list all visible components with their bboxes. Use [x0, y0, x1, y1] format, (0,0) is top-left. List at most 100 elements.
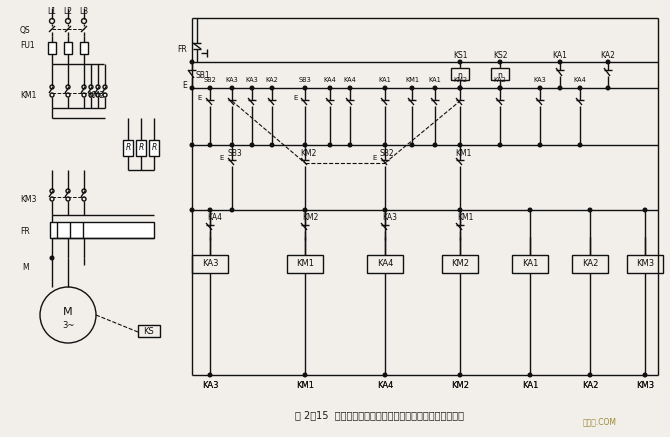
- Text: KA3: KA3: [246, 77, 259, 83]
- Text: KA3: KA3: [533, 77, 546, 83]
- Circle shape: [328, 143, 332, 147]
- Text: KA2: KA2: [494, 77, 507, 83]
- Bar: [451, 68, 469, 80]
- Circle shape: [410, 86, 414, 90]
- Text: KM1: KM1: [455, 149, 472, 157]
- Text: FR: FR: [20, 228, 29, 236]
- Text: KA4: KA4: [377, 381, 393, 389]
- Circle shape: [498, 60, 502, 64]
- Circle shape: [458, 208, 462, 212]
- Text: 图 2－15  具有反接制动电阻的可逆运行反接制动的控制线路: 图 2－15 具有反接制动电阻的可逆运行反接制动的控制线路: [295, 410, 464, 420]
- Text: KA3: KA3: [382, 214, 397, 222]
- Text: KA1: KA1: [522, 381, 538, 389]
- Text: KA4: KA4: [377, 381, 393, 389]
- Circle shape: [528, 373, 532, 377]
- Circle shape: [40, 287, 96, 343]
- Circle shape: [190, 60, 194, 64]
- Bar: [80, 42, 88, 54]
- Text: KM3: KM3: [20, 195, 36, 205]
- Circle shape: [304, 373, 307, 377]
- Text: R: R: [139, 143, 143, 153]
- Text: SB3: SB3: [299, 77, 312, 83]
- Circle shape: [458, 86, 462, 90]
- Circle shape: [270, 86, 274, 90]
- Text: KA1: KA1: [429, 77, 442, 83]
- Text: E: E: [183, 80, 188, 90]
- Text: FR: FR: [177, 45, 187, 55]
- Text: FU1: FU1: [20, 42, 35, 51]
- Circle shape: [643, 373, 647, 377]
- Circle shape: [578, 86, 582, 90]
- Text: E: E: [220, 155, 224, 161]
- Text: KM1: KM1: [296, 381, 314, 389]
- Text: KA3: KA3: [202, 260, 218, 268]
- Text: KM3: KM3: [636, 260, 654, 268]
- Text: SB3: SB3: [227, 149, 242, 157]
- Text: KM1: KM1: [405, 77, 419, 83]
- Text: L2: L2: [64, 7, 72, 17]
- Circle shape: [433, 143, 437, 147]
- Text: R: R: [151, 143, 157, 153]
- Text: KM1: KM1: [296, 381, 314, 389]
- Circle shape: [270, 143, 274, 147]
- Bar: [149, 140, 159, 156]
- Text: KS1: KS1: [453, 52, 467, 60]
- Circle shape: [383, 143, 387, 147]
- Circle shape: [578, 143, 582, 147]
- Circle shape: [383, 86, 387, 90]
- Circle shape: [328, 86, 332, 90]
- Text: M: M: [22, 264, 29, 273]
- Circle shape: [433, 86, 437, 90]
- Circle shape: [538, 143, 542, 147]
- Circle shape: [208, 143, 212, 147]
- Circle shape: [66, 197, 70, 201]
- Circle shape: [190, 143, 194, 147]
- Text: KA3: KA3: [202, 381, 218, 389]
- Circle shape: [498, 86, 502, 90]
- Text: KA3: KA3: [226, 77, 239, 83]
- Circle shape: [82, 93, 86, 97]
- Text: KM2: KM2: [451, 381, 469, 389]
- Text: KA4: KA4: [207, 214, 222, 222]
- Text: KM2: KM2: [451, 381, 469, 389]
- Text: SB2: SB2: [204, 77, 216, 83]
- Circle shape: [66, 189, 70, 193]
- Circle shape: [89, 93, 93, 97]
- Bar: [367, 255, 403, 273]
- Circle shape: [82, 18, 86, 24]
- Text: KA1: KA1: [553, 52, 567, 60]
- Text: KM2: KM2: [302, 214, 318, 222]
- Circle shape: [458, 373, 462, 377]
- Circle shape: [304, 208, 307, 212]
- Bar: [627, 255, 663, 273]
- Text: 图纸网.COM: 图纸网.COM: [583, 417, 617, 427]
- Bar: [136, 140, 146, 156]
- Bar: [512, 255, 548, 273]
- Text: SB1: SB1: [195, 70, 210, 80]
- Circle shape: [50, 85, 54, 89]
- Circle shape: [606, 60, 610, 64]
- Text: KM2: KM2: [88, 90, 105, 100]
- Circle shape: [643, 208, 647, 212]
- Text: E: E: [373, 155, 377, 161]
- Circle shape: [458, 60, 462, 64]
- Text: L3: L3: [80, 7, 88, 17]
- Text: n: n: [498, 70, 502, 80]
- Text: KM3: KM3: [636, 381, 654, 389]
- Bar: [138, 325, 160, 337]
- Bar: [48, 42, 56, 54]
- Text: KA1: KA1: [379, 77, 391, 83]
- Circle shape: [498, 86, 502, 90]
- Circle shape: [89, 85, 93, 89]
- Circle shape: [348, 86, 352, 90]
- Circle shape: [383, 373, 387, 377]
- Circle shape: [250, 86, 254, 90]
- Circle shape: [103, 93, 107, 97]
- Text: E: E: [198, 95, 202, 101]
- Text: KM1: KM1: [296, 260, 314, 268]
- Text: KA2: KA2: [582, 260, 598, 268]
- Circle shape: [250, 143, 254, 147]
- Text: KM2: KM2: [451, 260, 469, 268]
- Circle shape: [588, 373, 592, 377]
- Bar: [123, 140, 133, 156]
